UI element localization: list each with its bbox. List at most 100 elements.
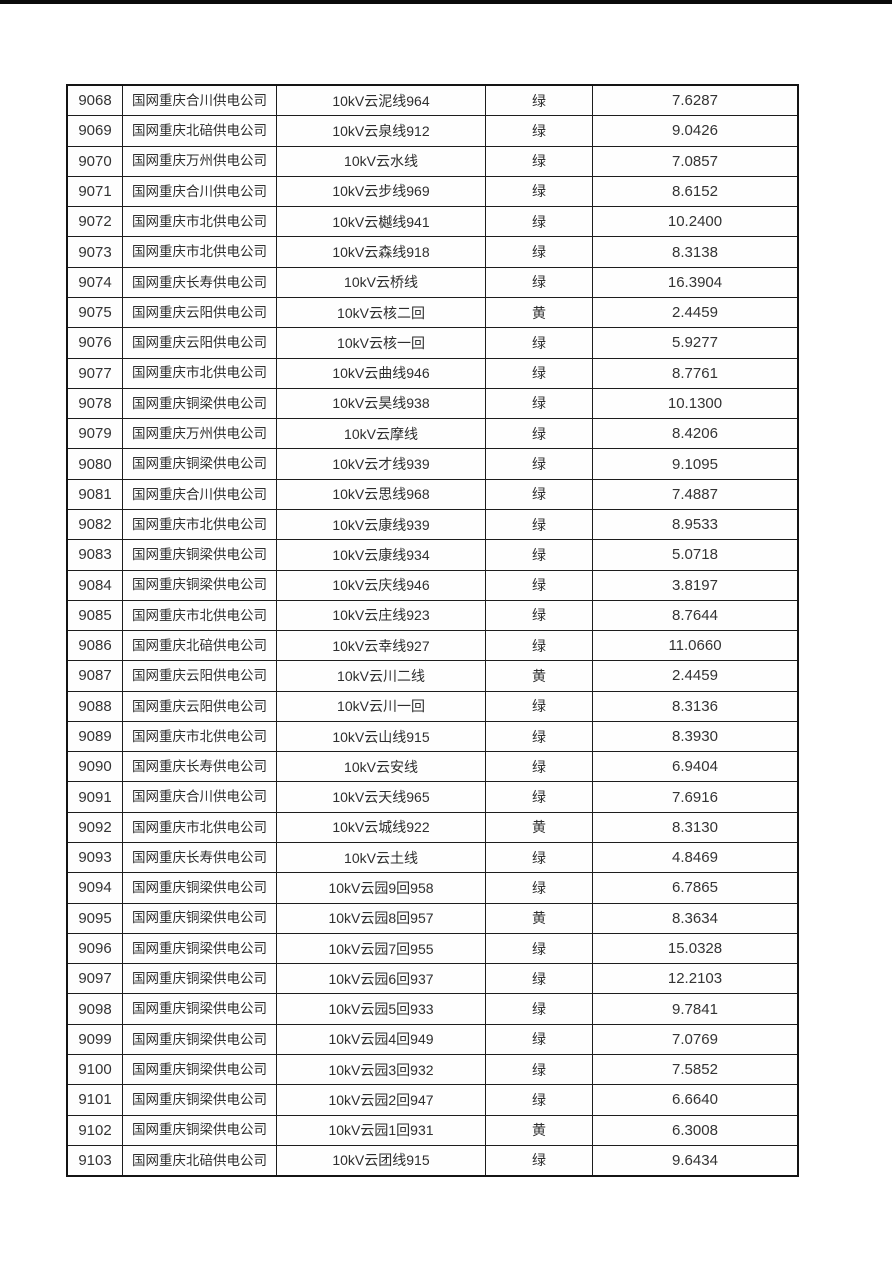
id-cell: 9090 xyxy=(68,752,123,782)
status-cell: 绿 xyxy=(486,146,593,176)
id-cell: 9095 xyxy=(68,903,123,933)
company-cell: 国网重庆北碚供电公司 xyxy=(123,116,277,146)
value-cell: 6.6640 xyxy=(672,1091,718,1109)
line-table-body: 9068 国网重庆合川供电公司 10kV云泥线964 绿 7.6287 9069 国网重庆北… xyxy=(68,86,797,1176)
table-row: 9075 国网重庆云阳供电公司 10kV云核二回黄 2.4459 xyxy=(68,297,797,329)
company-cell: 国网重庆市北供电公司 xyxy=(123,358,277,388)
table-row: 9068 国网重庆合川供电公司 10kV云泥线964 绿 7.6287 xyxy=(68,86,797,117)
id-cell: 9080 xyxy=(68,449,123,479)
id-cell: 9089 xyxy=(68,721,123,752)
company-cell: 国网重庆长寿供电公司 xyxy=(123,843,277,873)
company-cell: 国网重庆铜梁供电公司 xyxy=(123,540,277,570)
id-cell: 9068 xyxy=(68,86,123,116)
id-cell: 9098 xyxy=(68,994,123,1024)
status-cell: 绿 xyxy=(486,267,593,297)
table-row: 9085 国网重庆市北供电公司 10kV云庄线923 绿 8.7644 xyxy=(68,600,797,632)
table-row: 9080 国网重庆铜梁供电公司 10kV云才线939 绿 9.1095 xyxy=(68,449,797,480)
company-cell: 国网重庆合川供电公司 xyxy=(123,479,277,509)
value-cell: 9.1095 xyxy=(672,455,718,473)
line-cell: 10kV云川二线 xyxy=(277,661,486,691)
company-cell: 国网重庆市北供电公司 xyxy=(123,600,277,631)
table-row: 9091 国网重庆合川供电公司 10kV云天线965 绿 7.6916 xyxy=(68,782,797,813)
status-cell: 绿 xyxy=(486,933,593,964)
status-cell: 绿 xyxy=(486,964,593,994)
id-cell: 9097 xyxy=(68,964,123,994)
line-cell: 10kV云园2回947 xyxy=(277,1085,486,1115)
value-cell: 8.9533 xyxy=(672,516,718,534)
value-cell: 8.3136 xyxy=(672,697,718,715)
line-table: 9068 国网重庆合川供电公司 10kV云泥线964 绿 7.6287 9069 国网重庆北… xyxy=(66,84,799,1177)
value-cell: 7.6916 xyxy=(672,788,718,806)
table-row: 9098 国网重庆铜梁供电公司 10kV云园5回933 绿 9.7841 xyxy=(68,994,797,1025)
value-cell: 8.3138 xyxy=(672,243,718,261)
value-cell: 5.0718 xyxy=(672,546,718,564)
status-cell: 绿 xyxy=(486,600,593,631)
id-cell: 9076 xyxy=(68,328,123,358)
table-row: 9093 国网重庆长寿供电公司 10kV云土线绿 4.8469 xyxy=(68,843,797,874)
line-cell: 10kV云泥线964 xyxy=(277,86,486,116)
id-cell: 9088 xyxy=(68,691,123,721)
value-cell: 7.0769 xyxy=(672,1030,718,1048)
status-cell: 绿 xyxy=(486,1055,593,1085)
value-cell: 9.7841 xyxy=(672,1000,718,1018)
table-row: 9069 国网重庆北碚供电公司 10kV云泉线912 绿 9.0426 xyxy=(68,116,797,147)
id-cell: 9087 xyxy=(68,661,123,691)
company-cell: 国网重庆云阳供电公司 xyxy=(123,328,277,358)
id-cell: 9082 xyxy=(68,509,123,540)
id-cell: 9077 xyxy=(68,358,123,388)
table-row: 9081 国网重庆合川供电公司 10kV云思线968 绿 7.4887 xyxy=(68,479,797,510)
value-cell: 10.1300 xyxy=(667,394,723,412)
status-cell: 绿 xyxy=(486,691,593,721)
value-cell: 7.5852 xyxy=(672,1061,718,1079)
id-cell: 9103 xyxy=(68,1145,123,1176)
value-cell: 8.7761 xyxy=(672,364,718,382)
company-cell: 国网重庆北碚供电公司 xyxy=(123,1145,277,1176)
table-row: 9097 国网重庆铜梁供电公司 10kV云园6回937 绿 12.2103 xyxy=(68,964,797,995)
line-cell: 10kV云森线918 xyxy=(277,237,486,267)
table-row: 9077 国网重庆市北供电公司 10kV云曲线946 绿 8.7761 xyxy=(68,358,797,389)
line-cell: 10kV云步线969 xyxy=(277,176,486,207)
line-cell: 10kV云曲线946 xyxy=(277,358,486,388)
company-cell: 国网重庆铜梁供电公司 xyxy=(123,1024,277,1054)
line-cell: 10kV云康线934 xyxy=(277,540,486,570)
line-cell: 10kV云天线965 xyxy=(277,782,486,812)
status-cell: 黄 xyxy=(486,297,593,328)
status-cell: 绿 xyxy=(486,782,593,812)
status-cell: 绿 xyxy=(486,570,593,600)
table-row: 9087 国网重庆云阳供电公司 10kV云川二线黄 2.4459 xyxy=(68,661,797,692)
line-cell: 10kV云园1回931 xyxy=(277,1115,486,1145)
status-cell: 绿 xyxy=(486,207,593,237)
id-cell: 9099 xyxy=(68,1024,123,1054)
id-cell: 9081 xyxy=(68,479,123,509)
line-cell: 10kV云昊线938 xyxy=(277,388,486,419)
table-row: 9088 国网重庆云阳供电公司 10kV云川一回绿 8.3136 xyxy=(68,691,797,722)
status-cell: 绿 xyxy=(486,509,593,540)
value-cell: 4.8469 xyxy=(672,849,718,867)
status-cell: 绿 xyxy=(486,479,593,509)
id-cell: 9074 xyxy=(68,267,123,297)
line-cell: 10kV云庄线923 xyxy=(277,600,486,631)
id-cell: 9086 xyxy=(68,631,123,661)
line-cell: 10kV云园8回957 xyxy=(277,903,486,933)
id-cell: 9069 xyxy=(68,116,123,146)
value-cell: 9.6434 xyxy=(672,1151,718,1169)
table-row: 9084 国网重庆铜梁供电公司 10kV云庆线946 绿 3.8197 xyxy=(68,570,797,601)
value-cell: 8.3634 xyxy=(672,909,718,927)
table-row: 9090 国网重庆长寿供电公司 10kV云安线绿 6.9404 xyxy=(68,752,797,783)
page-top-edge xyxy=(0,0,892,4)
value-cell: 5.9277 xyxy=(672,334,718,352)
status-cell: 黄 xyxy=(486,812,593,843)
value-cell: 6.3008 xyxy=(672,1121,718,1139)
line-cell: 10kV云园6回937 xyxy=(277,964,486,994)
company-cell: 国网重庆铜梁供电公司 xyxy=(123,964,277,994)
line-cell: 10kV云园4回949 xyxy=(277,1024,486,1054)
line-cell: 10kV云土线 xyxy=(277,843,486,873)
line-cell: 10kV云康线939 xyxy=(277,509,486,540)
value-cell: 6.7865 xyxy=(672,879,718,897)
company-cell: 国网重庆铜梁供电公司 xyxy=(123,449,277,479)
status-cell: 绿 xyxy=(486,1085,593,1115)
value-cell: 2.4459 xyxy=(672,304,718,322)
value-cell: 8.7644 xyxy=(672,606,718,624)
table-row: 9096 国网重庆铜梁供电公司 10kV云园7回955 绿 15.0328 xyxy=(68,933,797,965)
